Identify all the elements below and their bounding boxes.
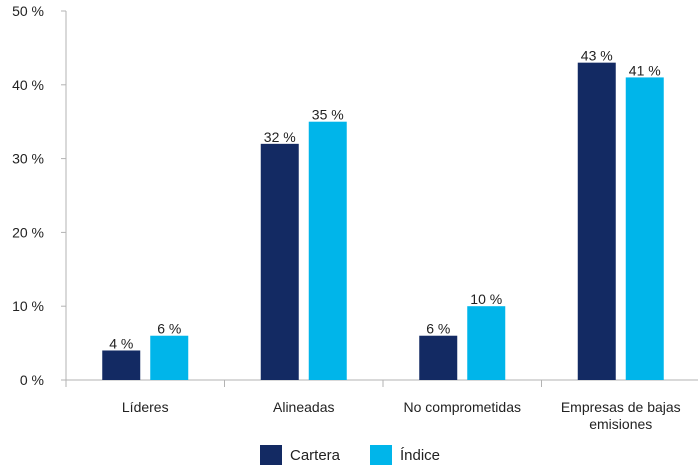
bar-indice	[467, 306, 506, 380]
y-tick-label: 20 %	[12, 224, 44, 240]
data-label: 6 %	[157, 321, 181, 337]
bar-cartera	[102, 350, 141, 380]
y-axis: 0 % 10 % 20 % 30 % 40 % 50 %	[12, 3, 67, 388]
data-label: 4 %	[109, 335, 133, 351]
legend-label: Cartera	[290, 447, 341, 464]
x-axis: Líderes Alineadas No comprometidas Empresas…	[65, 379, 698, 432]
legend-swatch	[260, 445, 282, 465]
x-category-label: Empresas de bajas emisiones	[561, 399, 681, 432]
y-tick-label: 0 %	[20, 372, 44, 388]
x-category-label: Líderes	[122, 399, 169, 415]
data-label: 10 %	[470, 291, 502, 307]
bars: 4 % 32 % 6 % 43 % 6 % 35 % 10 % 41 %	[102, 48, 664, 381]
y-tick-label: 40 %	[12, 77, 44, 93]
bar-indice	[625, 77, 664, 381]
legend-swatch	[370, 445, 392, 465]
data-label: 43 %	[581, 48, 613, 64]
data-label: 32 %	[264, 129, 296, 145]
bar-indice	[308, 121, 347, 380]
legend: Cartera Índice	[260, 445, 440, 465]
bar-indice	[150, 335, 189, 380]
x-category-label-line: Alineadas	[273, 399, 335, 415]
x-category-label-line: No comprometidas	[404, 399, 522, 415]
x-category-label-line: Líderes	[122, 399, 169, 415]
y-tick-label: 30 %	[12, 151, 44, 167]
data-label: 41 %	[629, 62, 661, 78]
data-label: 6 %	[426, 321, 450, 337]
x-category-label-line: Empresas de bajas	[561, 399, 681, 415]
bar-cartera	[419, 335, 458, 380]
data-label: 35 %	[312, 107, 344, 123]
x-category-label: No comprometidas	[404, 399, 522, 415]
x-category-label: Alineadas	[273, 399, 335, 415]
bar-cartera	[260, 143, 299, 380]
legend-label: Índice	[400, 447, 440, 464]
y-tick-label: 10 %	[12, 298, 44, 314]
bar-cartera	[577, 62, 616, 380]
y-tick-label: 50 %	[12, 3, 44, 19]
x-category-label-line: emisiones	[589, 416, 652, 432]
